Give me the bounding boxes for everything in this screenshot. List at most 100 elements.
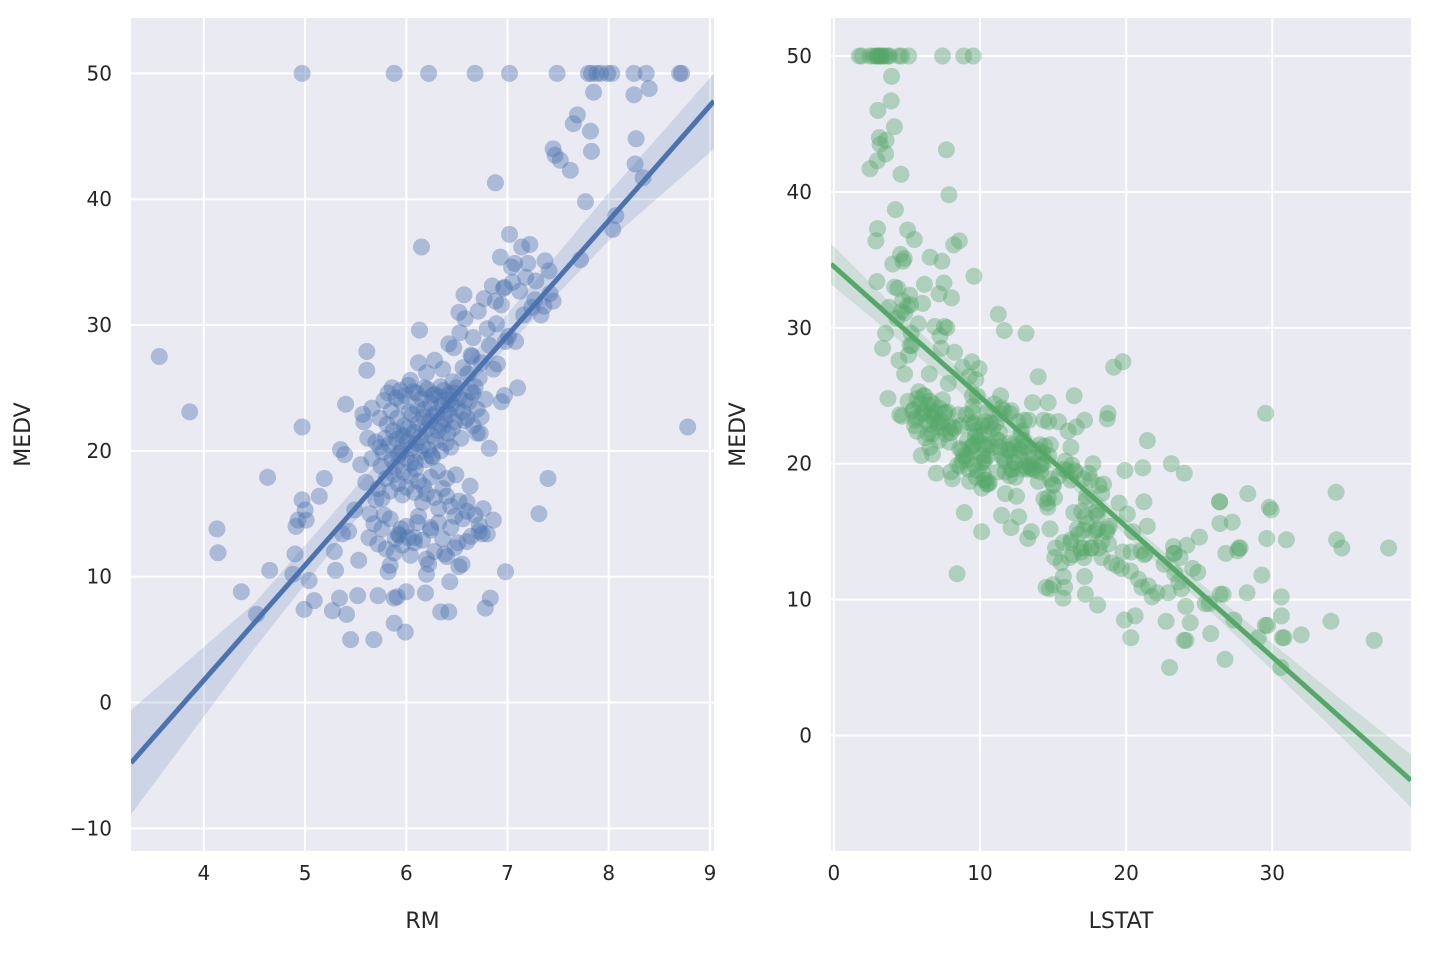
rm-data-point	[365, 515, 383, 533]
rm-data-point	[472, 408, 490, 426]
lstat-data-point	[1175, 631, 1193, 649]
lstat-data-point	[974, 447, 992, 465]
rm-data-point	[471, 424, 489, 442]
rm-data-point	[496, 387, 513, 404]
rm-data-point	[385, 544, 403, 562]
lstat-data-point	[1177, 631, 1195, 649]
rm-data-point	[369, 535, 387, 553]
rm-data-point	[422, 521, 440, 539]
lstat-data-point	[892, 245, 909, 263]
lstat-data-point	[921, 392, 939, 410]
lstat-data-point	[1272, 588, 1290, 606]
rm-data-point	[384, 422, 402, 440]
lstat-data-point	[964, 403, 982, 421]
rm-data-point	[410, 414, 427, 432]
lstat-data-point	[912, 447, 930, 465]
rm-data-point	[261, 561, 279, 579]
rm-data-point	[400, 403, 418, 421]
rm-data-point	[401, 371, 419, 389]
rm-data-point	[432, 603, 450, 621]
lstat-data-point	[955, 47, 973, 65]
lstat-data-point	[853, 47, 871, 65]
lstat-data-point	[896, 304, 914, 322]
rm-data-point	[544, 140, 562, 158]
lstat-vs-medv-panel: 0 10 20 30 0 10 20 30 40 50 LSTAT MEDV	[726, 18, 1411, 934]
lstat-data-point	[1277, 531, 1295, 549]
lstat-data-point	[1020, 411, 1038, 429]
lstat-data-point	[1020, 444, 1038, 462]
rm-data-point	[284, 565, 302, 583]
lstat-data-point	[993, 506, 1011, 524]
lstat-data-point	[1062, 534, 1080, 551]
lstat-data-point	[874, 339, 892, 357]
lstat-data-point	[893, 407, 911, 425]
lstat-data-point	[879, 47, 897, 65]
lstat-data-point	[930, 399, 948, 417]
rm-data-point	[452, 429, 470, 447]
lstat-x-tick-label: 10	[967, 861, 992, 885]
lstat-data-point	[1076, 508, 1094, 526]
rm-data-layer	[131, 64, 714, 815]
rm-data-point	[509, 379, 527, 397]
lstat-data-point	[1037, 578, 1055, 596]
rm-data-point	[293, 491, 311, 509]
lstat-data-point	[969, 432, 987, 450]
lstat-data-point	[930, 432, 948, 450]
lstat-data-point	[971, 428, 989, 445]
rm-y-tick-label: 30	[87, 313, 112, 337]
rm-data-point	[564, 115, 582, 133]
rm-data-point	[548, 64, 566, 82]
lstat-data-point	[1365, 631, 1383, 649]
lstat-data-point	[934, 391, 952, 409]
rm-data-point	[486, 174, 504, 192]
rm-data-point	[363, 449, 381, 467]
rm-x-tick-label: 7	[501, 861, 514, 885]
lstat-data-point	[1035, 411, 1053, 429]
rm-data-point	[679, 418, 697, 436]
lstat-data-point	[883, 67, 901, 85]
rm-data-point	[458, 493, 476, 511]
lstat-data-point	[1019, 460, 1037, 478]
rm-data-point	[403, 405, 421, 423]
lstat-data-point	[870, 129, 888, 147]
lstat-data-point	[867, 232, 885, 250]
rm-data-point	[458, 502, 476, 520]
lstat-data-point	[987, 430, 1005, 448]
lstat-data-point	[1272, 607, 1290, 625]
rm-data-point	[394, 427, 412, 445]
lstat-data-point	[884, 255, 902, 273]
rm-data-point	[423, 447, 441, 465]
rm-data-point	[625, 64, 643, 82]
rm-data-point	[293, 418, 311, 436]
rm-data-point	[463, 348, 481, 365]
rm-data-point	[444, 419, 462, 437]
rm-x-tick-label: 4	[198, 861, 211, 885]
rm-data-point	[454, 359, 472, 377]
rm-data-point	[405, 534, 423, 552]
rm-data-point	[430, 514, 448, 532]
lstat-data-point	[943, 289, 960, 307]
rm-data-point	[437, 434, 455, 452]
lstat-data-point	[1122, 562, 1140, 580]
lstat-data-point	[888, 309, 906, 327]
lstat-data-point	[996, 452, 1014, 470]
rm-data-point	[433, 397, 451, 415]
lstat-data-point	[1056, 452, 1074, 470]
rm-data-point	[456, 392, 474, 409]
lstat-data-point	[1041, 520, 1059, 538]
lstat-data-point	[1041, 436, 1059, 454]
lstat-data-point	[870, 47, 888, 65]
rm-data-point	[469, 302, 487, 320]
lstat-data-point	[880, 47, 898, 65]
lstat-data-point	[915, 403, 933, 421]
rm-data-point	[519, 254, 537, 272]
rm-data-point	[446, 539, 464, 557]
lstat-data-point	[1075, 549, 1093, 566]
rm-data-point	[401, 467, 419, 485]
lstat-plot-area	[831, 18, 1411, 851]
lstat-y-tick-label: 40	[787, 180, 812, 204]
rm-data-point	[488, 355, 506, 373]
rm-data-point	[532, 306, 550, 324]
lstat-data-point	[965, 267, 983, 285]
lstat-data-point	[1047, 539, 1064, 557]
